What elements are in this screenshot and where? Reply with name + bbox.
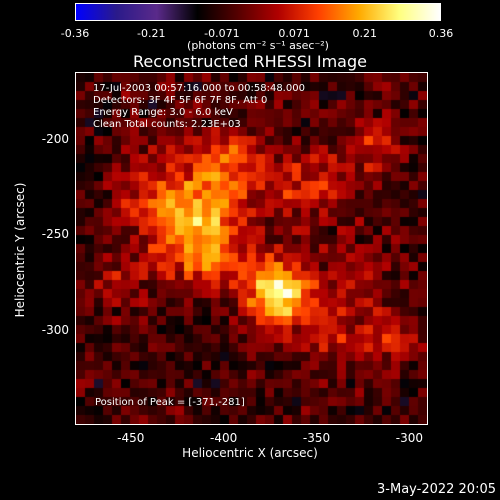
- plot-date: 3-May-2022 20:05: [377, 482, 496, 497]
- x-tick-label: -450: [117, 431, 145, 445]
- y-tick-label: -200: [41, 131, 69, 146]
- clean-counts-text: Clean Total counts: 2.23E+03: [93, 119, 241, 130]
- y-tick-label: -250: [41, 227, 69, 242]
- chart-title: Reconstructed RHESSI Image: [133, 52, 367, 71]
- colorbar: [75, 3, 441, 21]
- y-tick-label: -300: [41, 322, 69, 337]
- colorbar-tick-label: -0.36: [60, 27, 90, 40]
- colorbar-units: (photons cm⁻² s⁻¹ asec⁻²): [187, 39, 329, 52]
- peak-position-text: Position of Peak = [-371,-281]: [95, 397, 245, 408]
- colorbar-tick-label: 0.36: [428, 27, 454, 40]
- colorbar-tick-label: -0.21: [137, 27, 166, 40]
- time-range-text: 17-Jul-2003 00:57:16.000 to 00:58:48.000: [93, 83, 305, 94]
- colorbar-tick-label: 0.21: [352, 27, 378, 40]
- x-tick-label: -300: [395, 431, 424, 445]
- energy-range-text: Energy Range: 3.0 - 6.0 keV: [93, 107, 233, 118]
- detectors-text: Detectors: 3F 4F 5F 6F 7F 8F, Att 0: [93, 95, 268, 106]
- colorbar-tick-label: -0.071: [204, 27, 240, 40]
- y-axis-label: Heliocentric Y (arcsec): [13, 182, 27, 318]
- x-tick-label: -400: [210, 431, 238, 445]
- x-tick-label: -350: [302, 431, 331, 445]
- x-axis-label: Heliocentric X (arcsec): [182, 446, 318, 460]
- heatmap-image: [76, 73, 427, 424]
- colorbar-tick-label: 0.071: [278, 27, 310, 40]
- plot-area: 17-Jul-2003 00:57:16.000 to 00:58:48.000…: [75, 72, 428, 425]
